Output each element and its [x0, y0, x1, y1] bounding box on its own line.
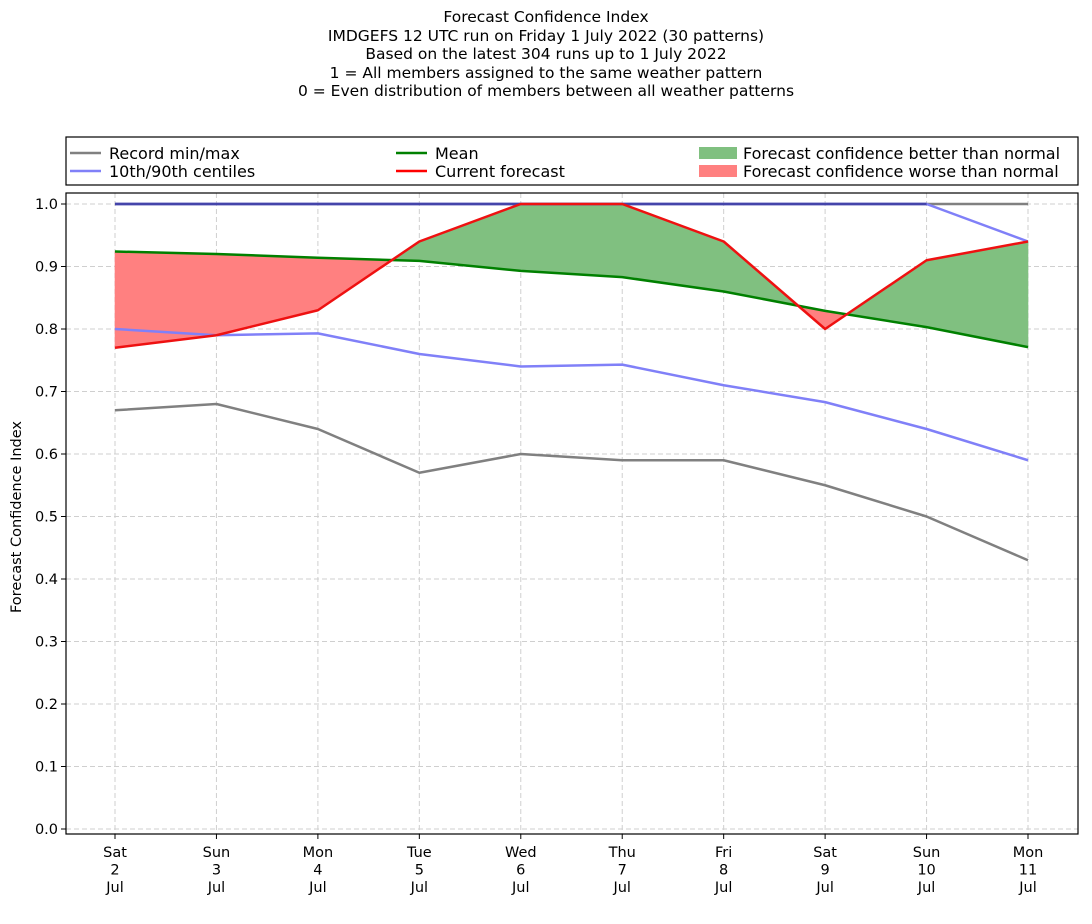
- x-tick-label-2-0: Mon: [303, 845, 334, 861]
- confidence-fills: [114, 203, 1029, 349]
- y-tick-label-2: 0.2: [35, 697, 58, 713]
- title-line-3: Based on the latest 304 runs up to 1 Jul…: [365, 45, 727, 64]
- plot-frame: [65, 192, 1079, 835]
- y-axis-label: Forecast Confidence Index: [9, 421, 25, 613]
- y-tick-label-7: 0.7: [35, 385, 58, 401]
- title-line-4: 1 = All members assigned to the same wea…: [329, 63, 763, 82]
- x-tick-label-3-0: Tue: [406, 845, 432, 861]
- x-tick-label-7-0: Sat: [813, 845, 837, 861]
- legend-better-label: Forecast confidence better than normal: [743, 144, 1060, 163]
- legend-worse-swatch: [699, 165, 737, 177]
- y-tick-label-6: 0.6: [35, 447, 58, 463]
- y-axis-ticks: 0.0 0.1 0.2 0.3 0.4 0.5 0.6 0.7 0.8 0.9 1.0: [35, 197, 66, 838]
- series-lines: [114, 202, 1029, 562]
- y-tick-label-9: 0.9: [35, 260, 58, 276]
- x-tick-label-9-1: 11: [1019, 863, 1037, 879]
- chart-title: Forecast Confidence Index IMDGEFS 12 UTC…: [0, 8, 1092, 101]
- x-tick-label-1-2: Jul: [207, 880, 226, 896]
- record-min-line: [114, 402, 1029, 562]
- x-tick-label-3-1: 5: [415, 863, 424, 879]
- x-tick-label-2-2: Jul: [308, 880, 327, 896]
- x-tick-label-2-1: 4: [313, 863, 322, 879]
- x-tick-label-7-2: Jul: [815, 880, 834, 896]
- x-tick-label-6-2: Jul: [714, 880, 733, 896]
- y-tick-label-5: 0.5: [35, 510, 58, 526]
- x-tick-label-0-2: Jul: [105, 880, 124, 896]
- x-axis-ticks: Sat2JulSun3JulMon4JulTue5JulWed6JulThu7J…: [103, 834, 1043, 896]
- x-tick-label-4-0: Wed: [505, 845, 537, 861]
- title-line-2: IMDGEFS 12 UTC run on Friday 1 July 2022…: [327, 26, 765, 45]
- legend-better-swatch: [699, 147, 737, 159]
- x-tick-label-9-0: Mon: [1013, 845, 1044, 861]
- better-fill-4-0: [520, 203, 623, 278]
- better-fill-3-0: [419, 203, 522, 272]
- x-tick-label-8-1: 10: [917, 863, 935, 879]
- x-tick-label-1-1: 3: [212, 863, 221, 879]
- mean-line: [114, 250, 1029, 349]
- x-tick-label-4-1: 6: [516, 863, 525, 879]
- legend-centiles-label: 10th/90th centiles: [109, 162, 255, 181]
- legend-record-label: Record min/max: [109, 144, 240, 163]
- title-line-5: 0 = Even distribution of members between…: [297, 82, 795, 101]
- x-tick-label-6-1: 8: [719, 863, 728, 879]
- x-tick-label-5-2: Jul: [612, 880, 631, 896]
- y-tick-label-0: 0.0: [35, 822, 58, 838]
- legend-current-label: Current forecast: [435, 162, 565, 181]
- title-line-1: Forecast Confidence Index: [443, 8, 649, 26]
- x-tick-label-9-2: Jul: [1018, 880, 1037, 896]
- current-forecast-line: [114, 202, 1029, 349]
- p10-line: [114, 327, 1029, 462]
- y-tick-label-1: 0.1: [35, 760, 58, 776]
- x-tick-label-1-0: Sun: [203, 845, 231, 861]
- y-tick-label-10: 1.0: [35, 197, 58, 213]
- x-tick-label-0-1: 2: [110, 863, 119, 879]
- x-tick-label-0-0: Sat: [103, 845, 127, 861]
- legend-worse-label: Forecast confidence worse than normal: [743, 162, 1059, 181]
- x-tick-label-6-0: Fri: [715, 845, 732, 861]
- x-tick-label-5-1: 7: [618, 863, 627, 879]
- x-tick-label-8-2: Jul: [917, 880, 936, 896]
- y-tick-label-3: 0.3: [35, 635, 58, 651]
- x-tick-label-7-1: 9: [820, 863, 829, 879]
- y-tick-label-8: 0.8: [35, 322, 58, 338]
- x-tick-label-5-0: Thu: [608, 845, 636, 861]
- x-tick-label-4-2: Jul: [511, 880, 530, 896]
- legend-mean-label: Mean: [435, 144, 479, 163]
- legend-frame: [65, 136, 1079, 186]
- x-tick-label-3-2: Jul: [410, 880, 429, 896]
- y-tick-label-4: 0.4: [35, 572, 58, 588]
- x-tick-label-8-0: Sun: [913, 845, 941, 861]
